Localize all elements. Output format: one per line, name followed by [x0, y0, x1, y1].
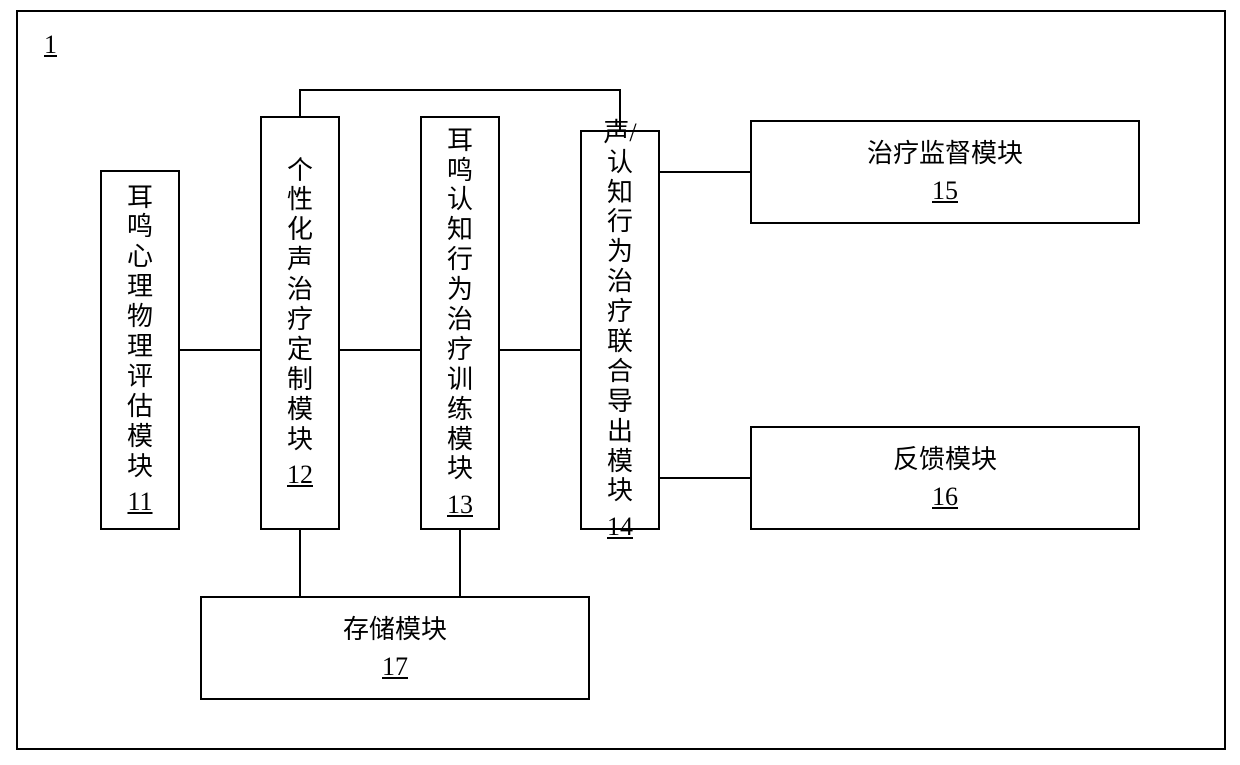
diagram-canvas: 1 耳鸣心理物理评估模块 11 个性化声治疗定制模块 12 耳鸣认知行为治疗训练… [0, 0, 1240, 765]
module-11: 耳鸣心理物理评估模块 11 [100, 170, 180, 530]
module-11-number: 11 [127, 487, 152, 517]
module-13-title: 耳鸣认知行为治疗训练模块 [447, 126, 473, 485]
module-12: 个性化声治疗定制模块 12 [260, 116, 340, 530]
module-12-title: 个性化声治疗定制模块 [287, 156, 313, 455]
module-14-number: 14 [607, 512, 633, 542]
system-number: 1 [44, 30, 57, 60]
module-15-number: 15 [932, 176, 958, 206]
module-15: 治疗监督模块 15 [750, 120, 1140, 224]
module-17-title: 存储模块 [343, 614, 447, 645]
module-16: 反馈模块 16 [750, 426, 1140, 530]
module-17-number: 17 [382, 652, 408, 682]
module-13: 耳鸣认知行为治疗训练模块 13 [420, 116, 500, 530]
module-11-title: 耳鸣心理物理评估模块 [127, 183, 153, 482]
module-14: 声/认知行为治疗联合导出模块 14 [580, 130, 660, 530]
module-12-number: 12 [287, 460, 313, 490]
module-14-title: 声/认知行为治疗联合导出模块 [603, 118, 636, 507]
module-15-title: 治疗监督模块 [867, 138, 1023, 169]
module-16-title: 反馈模块 [893, 444, 997, 475]
module-13-number: 13 [447, 490, 473, 520]
module-17: 存储模块 17 [200, 596, 590, 700]
module-16-number: 16 [932, 482, 958, 512]
